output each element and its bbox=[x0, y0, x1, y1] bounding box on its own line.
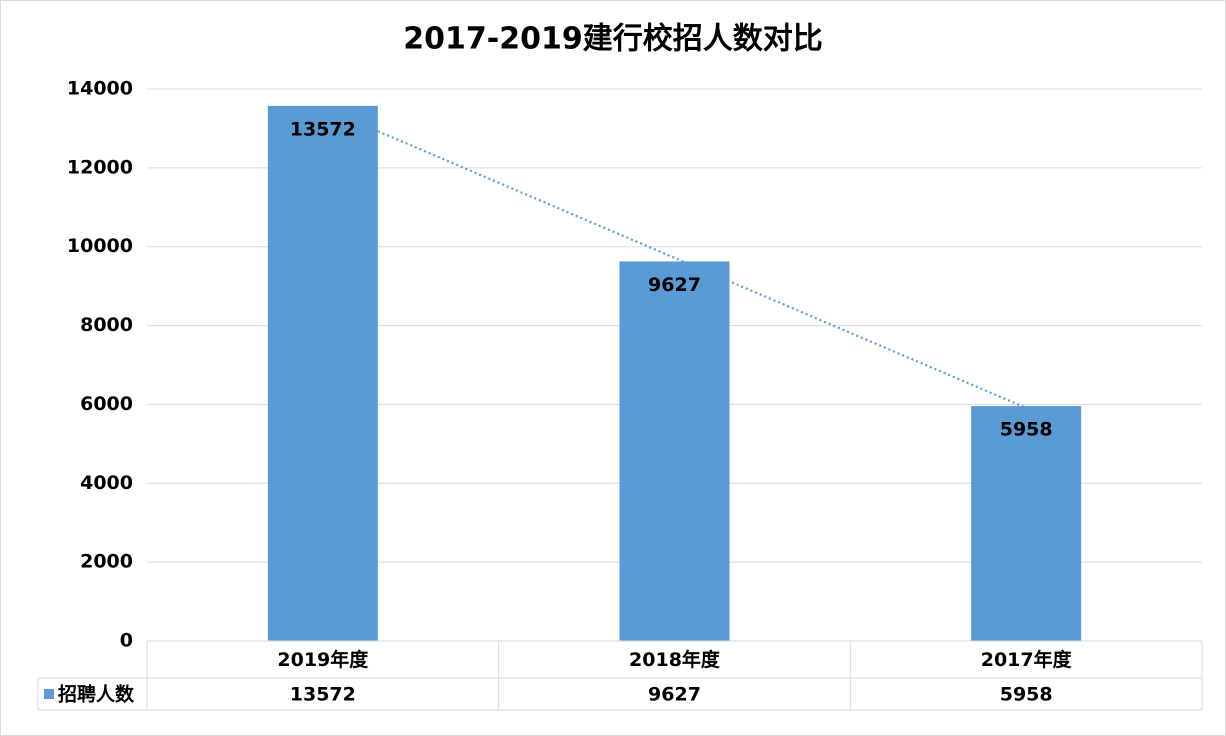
bar bbox=[619, 261, 730, 641]
bar bbox=[267, 105, 378, 641]
y-tick-label: 0 bbox=[120, 630, 133, 652]
y-tick-label: 12000 bbox=[67, 156, 133, 178]
y-tick-label: 14000 bbox=[67, 78, 133, 100]
legend-label: 招聘人数 bbox=[58, 683, 135, 706]
table-value: 5958 bbox=[1000, 684, 1053, 706]
legend-key bbox=[44, 689, 54, 699]
data-label: 13572 bbox=[290, 118, 356, 140]
x-tick-label: 2017年度 bbox=[981, 648, 1073, 671]
y-tick-label: 4000 bbox=[80, 472, 133, 494]
y-tick-label: 8000 bbox=[80, 314, 133, 336]
x-tick-label: 2018年度 bbox=[629, 648, 721, 671]
y-tick-label: 2000 bbox=[80, 551, 133, 573]
y-tick-label: 6000 bbox=[80, 393, 133, 415]
table-value: 13572 bbox=[290, 684, 356, 706]
chart-title: 2017-2019建行校招人数对比 bbox=[403, 22, 822, 57]
x-tick-label: 2019年度 bbox=[277, 648, 369, 671]
data-label: 9627 bbox=[648, 274, 701, 296]
data-label: 5958 bbox=[1000, 419, 1053, 441]
bar bbox=[971, 406, 1082, 641]
table-value: 9627 bbox=[648, 684, 701, 706]
y-tick-label: 10000 bbox=[67, 235, 133, 257]
